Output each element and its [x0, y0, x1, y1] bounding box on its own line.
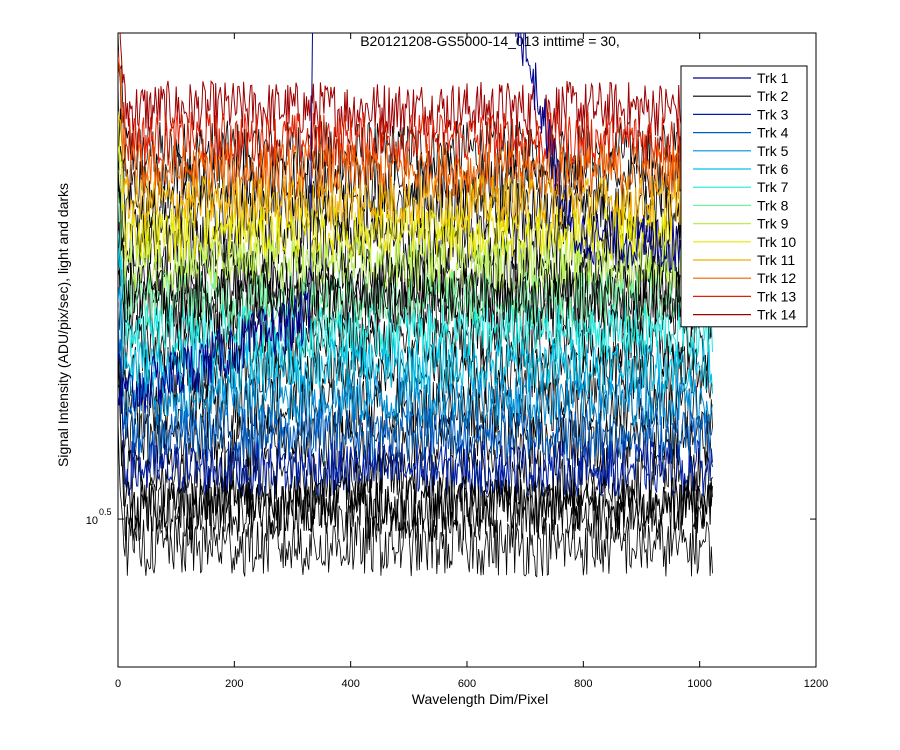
y-axis-label: Signal Intensity (ADU/pix/sec), light an… [55, 183, 71, 467]
x-tick-label: 1200 [804, 678, 828, 690]
series-line-5 [118, 286, 713, 429]
legend-label-8: Trk 8 [757, 197, 789, 213]
chart-title: B20121208-GS5000-14_013 inttime = 30, [360, 33, 620, 49]
legend-label-10: Trk 10 [757, 234, 796, 250]
legend-label-13: Trk 13 [757, 288, 796, 304]
x-tick-label: 400 [341, 678, 359, 690]
series-line-7 [118, 230, 713, 361]
legend-label-12: Trk 12 [757, 270, 796, 286]
x-tick-label: 0 [115, 678, 121, 690]
y-tick-label-exponent: 0.5 [99, 507, 112, 517]
legend-label-3: Trk 3 [757, 106, 789, 122]
series-line-4 [118, 307, 713, 463]
legend-label-11: Trk 11 [757, 252, 795, 268]
x-tick-label: 800 [574, 678, 592, 690]
series-dark-line-2 [118, 419, 713, 578]
series-line-9 [118, 146, 713, 296]
legend-label-2: Trk 2 [757, 88, 789, 104]
series-line-10 [118, 111, 713, 264]
series-line-6 [118, 247, 713, 395]
x-axis-label: Wavelength Dim/Pixel [412, 691, 548, 707]
x-tick-label: 1000 [687, 678, 711, 690]
series-line-11 [118, 113, 713, 231]
series-line-2 [118, 356, 713, 533]
series-dark-line-1 [118, 165, 713, 324]
legend-label-4: Trk 4 [757, 125, 789, 141]
series-line-13 [118, 50, 713, 168]
series-dark-line-8 [118, 201, 713, 373]
series-line-12 [118, 56, 713, 199]
legend-box [680, 65, 808, 328]
x-axis-ticks: 0 200 400 600 800 1000 1200 [115, 33, 828, 690]
legend-label-7: Trk 7 [757, 179, 789, 195]
series-line-1 [118, 33, 713, 414]
y-axis-ticks: 100.5100.6100.7 [86, 507, 816, 527]
x-tick-label: 600 [458, 678, 476, 690]
legend: Trk 1 Trk 2 Trk 3 Trk 4 Trk 5 Trk 6 Trk 7 Trk 8… [680, 65, 808, 328]
legend-label-9: Trk 9 [757, 216, 789, 232]
y-tick-label-base: 10 [86, 515, 98, 527]
x-tick-label: 200 [225, 678, 243, 690]
series-line-3 [118, 353, 713, 498]
legend-label-6: Trk 6 [757, 161, 789, 177]
legend-label-5: Trk 5 [757, 143, 789, 159]
legend-label-14: Trk 14 [757, 307, 796, 323]
series-lines [118, 33, 713, 578]
legend-label-1: Trk 1 [757, 70, 789, 86]
